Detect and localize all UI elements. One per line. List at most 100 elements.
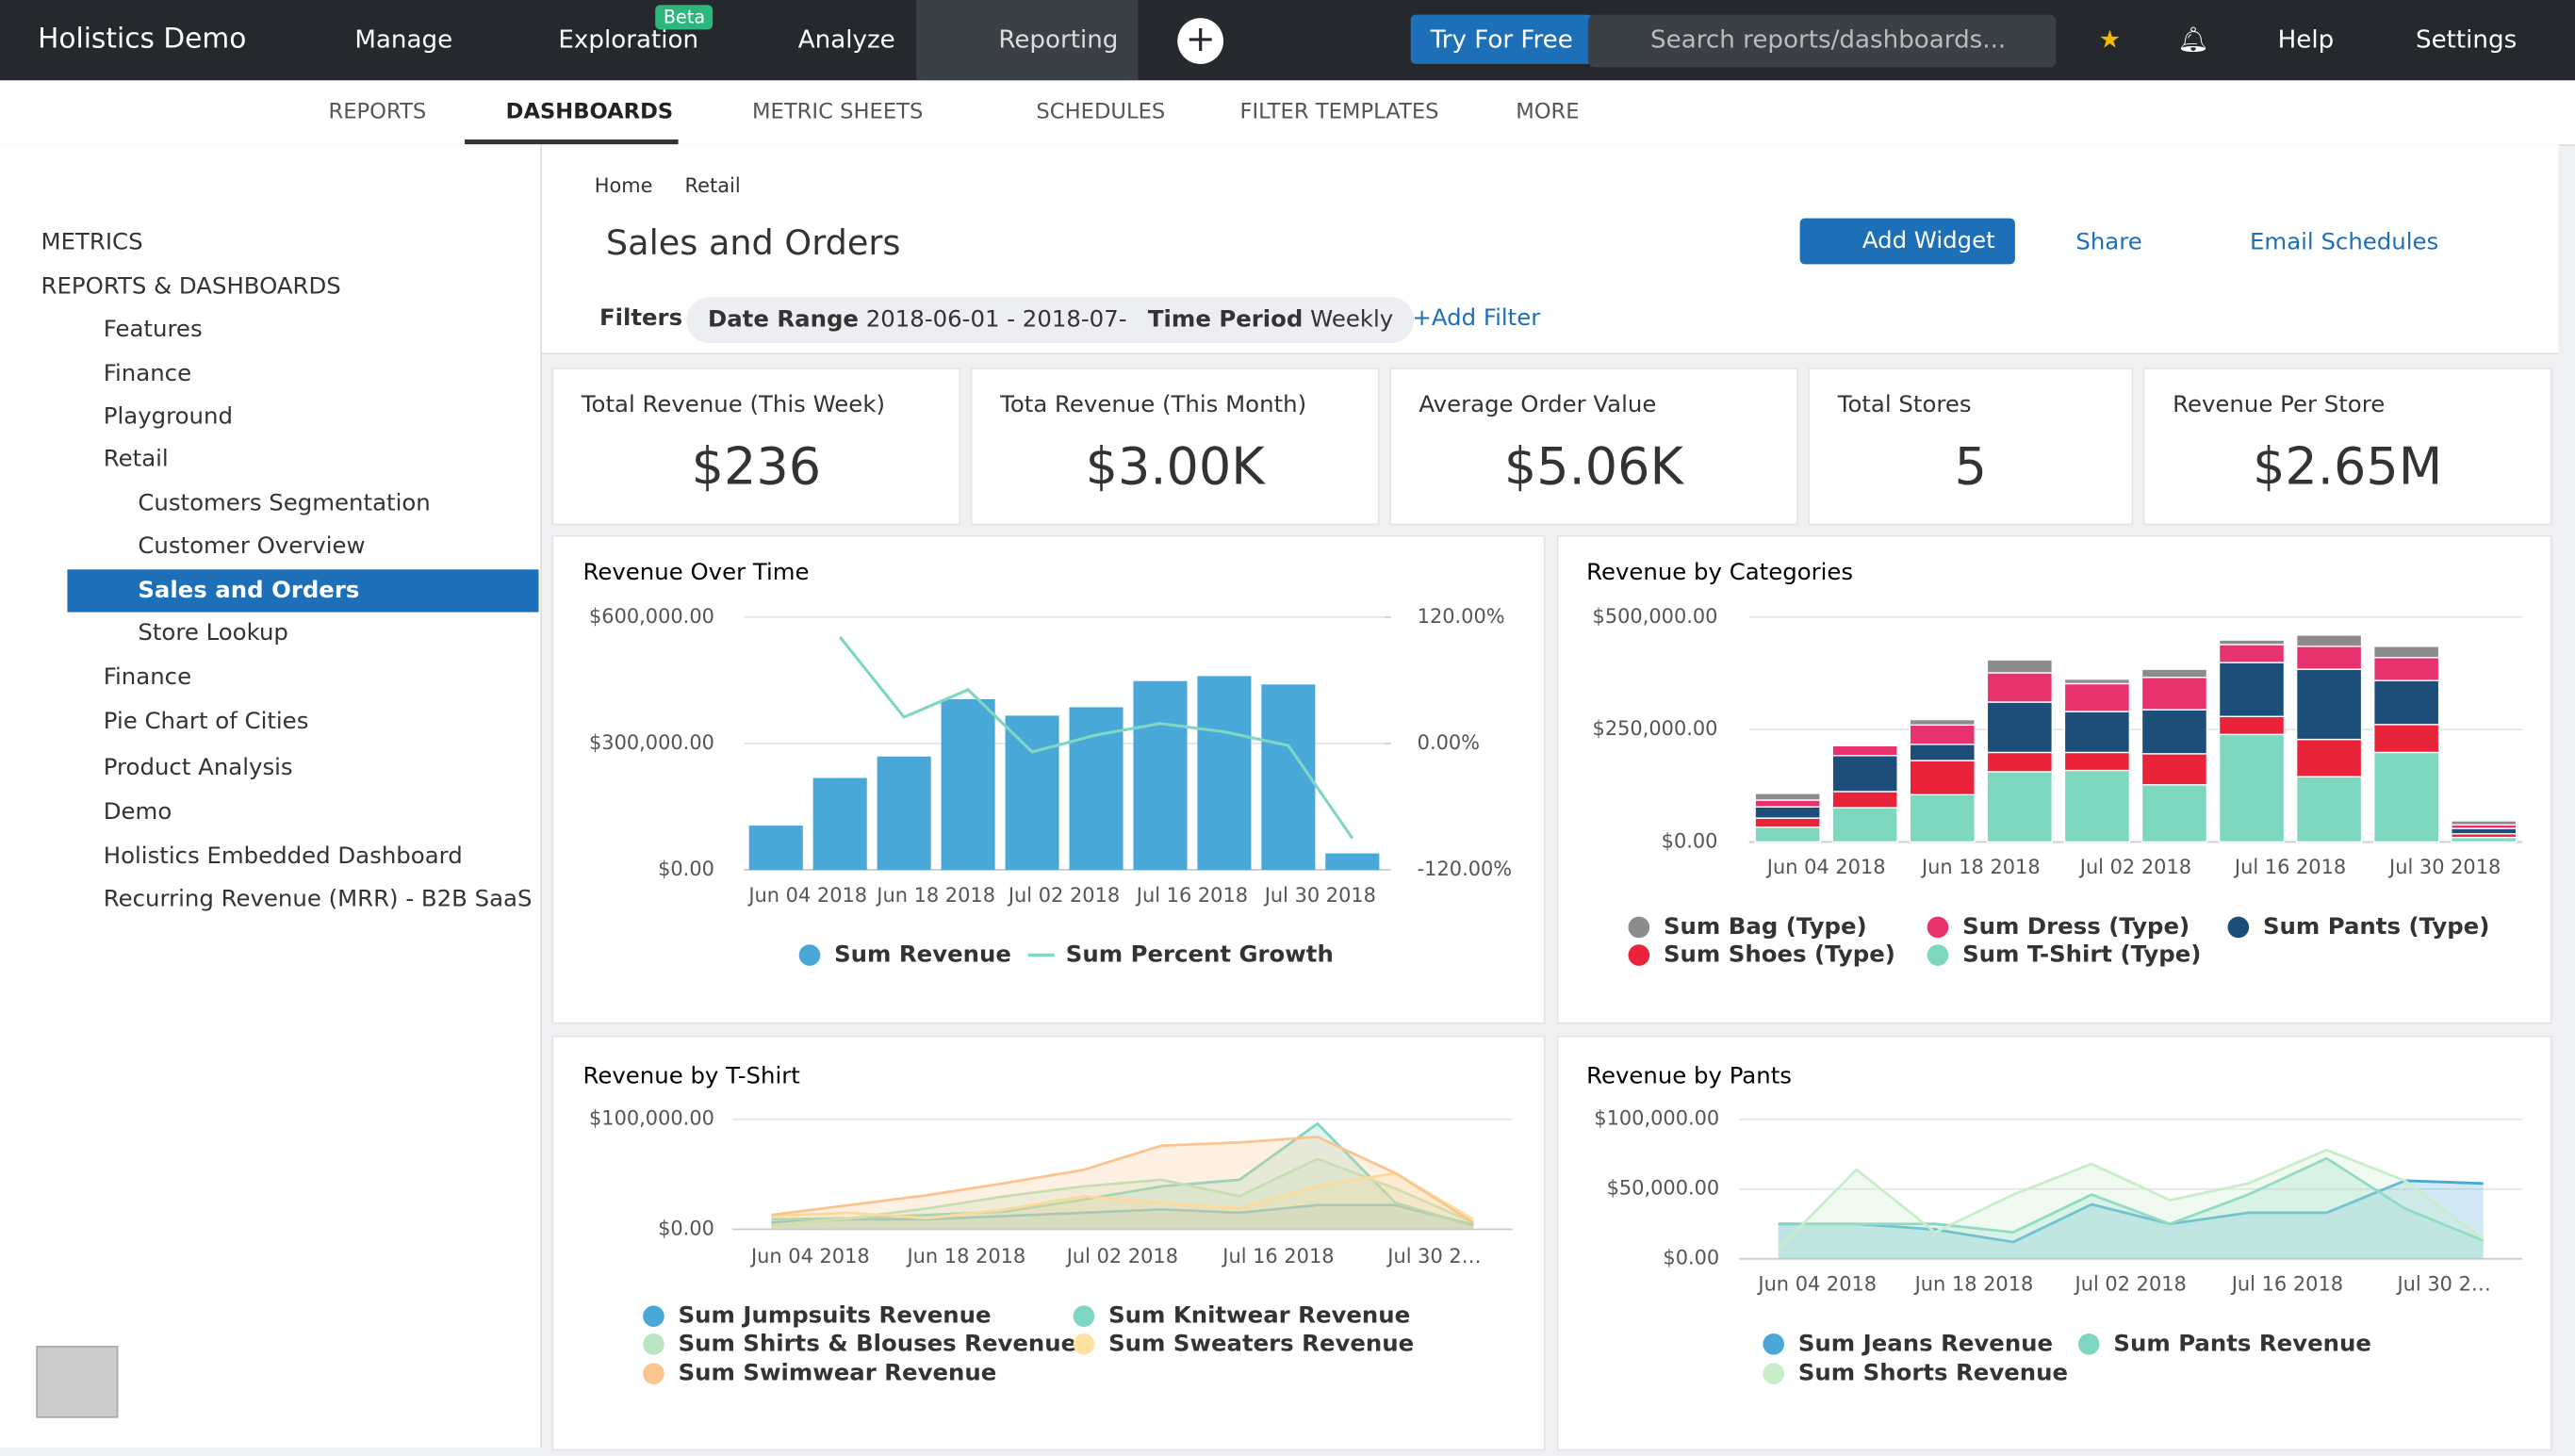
subnav-item[interactable]: METRIC SHEETS [752,100,923,124]
x-tick-label: Jul 02 2018 [2074,1273,2187,1296]
kpi-value: $3.00K [972,438,1377,498]
bar-segment [2064,712,2129,752]
chart: Revenue by Pants$0.00$50,000.00$100,000.… [1558,1038,2550,1449]
bar-segment [2141,754,2206,785]
legend-symbol [1629,944,1650,966]
x-tick-label: Jul 30 2… [2395,1273,2490,1296]
tree-item[interactable]: Playground [104,403,233,430]
filters-label[interactable]: Filters [599,305,682,332]
chart: Revenue Over Time$0.00$300,000.00$600,00… [553,536,1544,1022]
share-button[interactable]: Share [2075,230,2141,256]
subnav-item[interactable]: SCHEDULES [1036,100,1165,124]
bar-segment [2374,725,2439,753]
x-tick-label: Jun 18 2018 [875,884,995,907]
y-tick-label: $600,000.00 [589,605,714,628]
y-tick-label: $0.00 [1663,1247,1719,1269]
tree-item[interactable]: REPORTS & DASHBOARDS [41,274,341,301]
tree-item[interactable]: Finance [104,361,191,387]
kpi-label: Total Stores [1838,392,1972,418]
y-tick-label: $300,000.00 [589,731,714,754]
x-tick-label: Jul 02 2018 [1007,884,1120,907]
legend-label: Sum Dress (Type) [1962,912,2190,940]
bar-segment [2297,669,2362,739]
bar-segment [2297,635,2362,646]
nav-item[interactable]: Manage [354,25,452,54]
dashboard-header: Home Retail Sales and Orders Add Widget … [542,144,2559,354]
bar [1325,854,1379,870]
help[interactable]: Help [2278,25,2335,54]
bar [1133,681,1187,870]
bar-segment [2452,821,2517,825]
subnav-item[interactable]: DASHBOARDS [506,100,674,124]
legend-symbol [1629,917,1650,939]
x-tick-label: Jul 16 2018 [1221,1245,1334,1268]
bar-segment [1755,818,1820,827]
star-icon[interactable]: ★ [2099,25,2121,54]
bar [749,826,803,870]
chart: Revenue by Categories$0.00$250,000.00$50… [1558,536,2550,1022]
filter-chip[interactable]: Date Range 2018-06-01 - 2018-07-31 [686,297,1177,343]
widget-logo[interactable] [36,1346,118,1418]
bar-segment [2220,645,2285,663]
kpi-label: Average Order Value [1419,392,1656,418]
create-button[interactable]: + [1177,18,1223,64]
email-button[interactable]: Email Schedules [2250,230,2438,256]
breadcrumb[interactable]: Retail [685,174,741,197]
tree-item[interactable]: Recurring Revenue (MRR) - B2B SaaS [104,886,533,912]
chart-card: Revenue by Pants$0.00$50,000.00$100,000.… [1557,1036,2552,1451]
chart-title: Revenue Over Time [583,558,810,585]
legend-symbol [643,1305,664,1327]
tree-item[interactable]: Product Analysis [104,755,293,781]
subnav-item[interactable]: FILTER TEMPLATES [1239,100,1438,124]
nav-item[interactable]: Analyze [798,25,895,54]
x-tick-label: Jul 02 2018 [2078,856,2191,878]
legend-label: Sum Jeans Revenue [1798,1329,2053,1356]
add-filter-text[interactable]: Add Filter [1432,305,1540,332]
chart-card: Revenue by T-Shirt$0.00$100,000.00Jun 04… [551,1036,1545,1451]
tree-item[interactable]: Sales and Orders [138,578,359,604]
chip-value: 2018-06-01 - 2018-07-31 [866,307,1156,334]
brand[interactable]: Holistics Demo [38,23,246,56]
tree-item[interactable]: Customer Overview [138,533,365,560]
legend-label: Sum Shoes (Type) [1664,941,1895,968]
legend-symbol [643,1363,664,1384]
add-widget-button[interactable]: Add Widget [1800,219,2015,265]
bar-segment [2220,640,2285,645]
y2-tick-label: 0.00% [1418,731,1480,754]
subnav-item[interactable]: REPORTS [328,100,426,124]
filter-chip[interactable]: Time Period Weekly [1126,297,1415,343]
tree-item[interactable]: Finance [104,664,191,691]
bar-segment [1910,725,1975,744]
search-placeholder[interactable]: Search reports/dashboards... [1650,25,2006,54]
y-tick-label: $0.00 [1662,829,1718,852]
tree-item[interactable]: Demo [104,799,172,826]
tree-item[interactable]: Features [104,317,203,343]
subnav-item[interactable]: MORE [1516,100,1579,124]
bar-segment [2220,663,2285,716]
tree-item[interactable]: Store Lookup [138,620,288,646]
y2-tick-label: 120.00% [1418,605,1505,628]
bar-segment [2141,669,2206,678]
x-tick-label: Jul 16 2018 [1135,884,1248,907]
bar-segment [1832,792,1897,808]
bar-segment [1987,702,2052,752]
chart-card: Revenue by Categories$0.00$250,000.00$50… [1557,535,2552,1024]
tree-item[interactable]: Pie Chart of Cities [104,709,309,735]
settings[interactable]: Settings [2416,25,2517,54]
x-tick-label: Jul 30 2… [1386,1245,1481,1268]
bell-icon[interactable]: 🔔︎ [2177,25,2208,54]
bar-segment [1832,756,1897,792]
nav-item[interactable]: Reporting [998,25,1118,54]
bar-segment [1832,744,1897,745]
tree-item[interactable]: Holistics Embedded Dashboard [104,843,463,870]
add-filter[interactable]: +Add Filter [1412,305,1540,332]
legend-symbol [2078,1333,2100,1355]
x-tick-label: Jun 18 2018 [906,1245,1026,1268]
tree-item[interactable]: Customers Segmentation [138,491,430,517]
tree-item[interactable]: Retail [104,447,169,473]
tree-item[interactable]: METRICS [41,230,143,256]
try-button[interactable]: Try For Free [1411,15,1593,64]
breadcrumb[interactable]: Home [595,174,653,197]
